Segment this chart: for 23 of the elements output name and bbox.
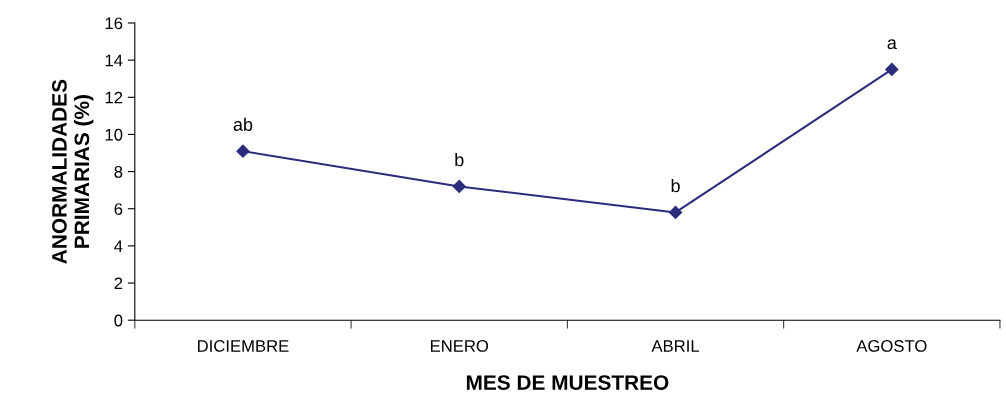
point <box>885 62 899 77</box>
x-axis-title: MES DE MUESTREO <box>466 375 669 390</box>
x-tick-label: AGOSTO <box>856 340 927 352</box>
y-tick-label: 16 <box>105 17 123 30</box>
x-tick-label: DICIEMBRE <box>198 340 289 352</box>
annotation: b <box>671 178 680 193</box>
annotation: a <box>887 39 897 50</box>
y-tick-label: 8 <box>114 165 123 178</box>
point <box>452 179 466 194</box>
y-axis-title: ANORMALIDADES PRIMARIAS (%) <box>52 79 94 264</box>
annotation: ab <box>233 117 253 131</box>
y-tick-label: 2 <box>114 277 123 290</box>
point <box>668 205 683 220</box>
point <box>236 144 250 158</box>
annotation: b <box>455 152 464 167</box>
y-tick-label: 6 <box>114 203 123 215</box>
y-tick-label: 10 <box>105 128 123 141</box>
y-tick-label: 12 <box>105 91 123 104</box>
y-tick-label: 0 <box>114 314 123 327</box>
x-tick-label: ENERO <box>430 340 489 352</box>
y-tick-label: 4 <box>114 240 123 252</box>
y-tick-label: 14 <box>105 54 123 67</box>
x-tick-label: ABRIL <box>651 340 700 352</box>
